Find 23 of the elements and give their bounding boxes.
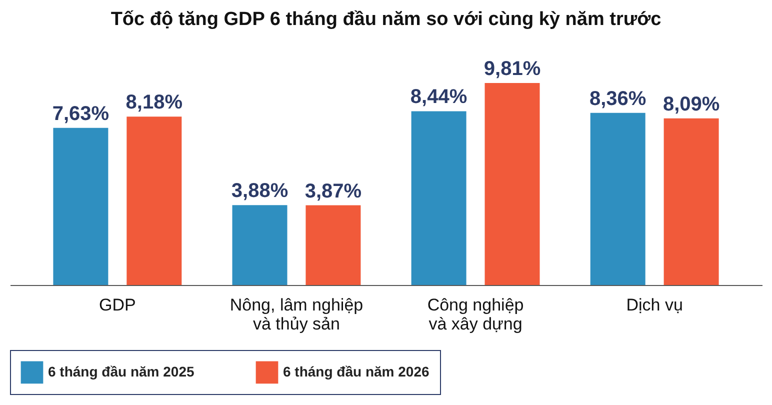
bar: [232, 205, 288, 285]
chart-title: Tốc độ tăng GDP 6 tháng đầu năm so với cùng kỳ năm trước: [110, 9, 662, 30]
x-tick-label: GDP: [99, 296, 136, 314]
data-label: 8,44%: [410, 86, 468, 108]
bar: [411, 111, 466, 285]
bar: [126, 116, 182, 285]
data-label: 8,18%: [126, 92, 183, 114]
bar: [590, 112, 646, 285]
data-label: 8,36%: [589, 88, 646, 110]
data-label: 8,09%: [662, 93, 720, 116]
legend-label: 6 tháng đầu năm 2025: [48, 363, 194, 380]
x-tick-label: Nông, lâm nghiệp và thủy sản: [230, 296, 364, 334]
data-label: 9,81%: [484, 58, 541, 80]
bar: [484, 83, 540, 285]
data-label: 3,87%: [304, 180, 362, 202]
bar: [664, 118, 719, 285]
data-label: 7,63%: [52, 102, 110, 125]
bar: [53, 128, 108, 285]
data-label: 3,88%: [231, 180, 288, 202]
bar: [306, 205, 361, 285]
x-tick-label: Dịch vụ: [626, 296, 683, 314]
legend-label: 6 tháng đầu năm 2026: [283, 363, 430, 380]
x-tick-label: Công nghiệp và xây dựng: [427, 296, 524, 334]
